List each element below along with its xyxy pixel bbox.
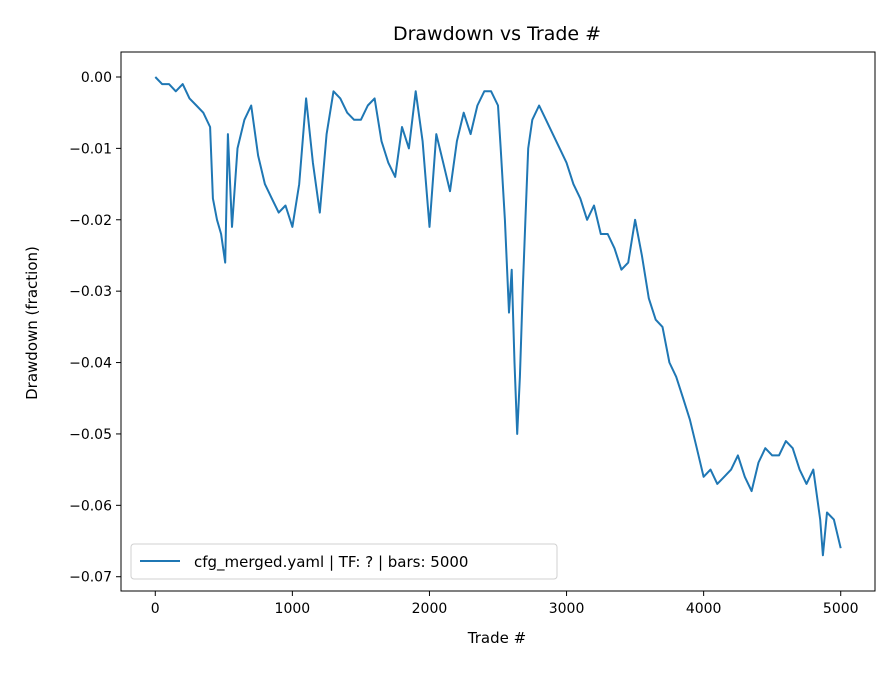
chart-title: Drawdown vs Trade # [393, 23, 601, 45]
x-tick-label: 2000 [412, 601, 448, 617]
y-tick-label: −0.06 [69, 498, 112, 514]
x-tick-label: 5000 [823, 601, 859, 617]
y-tick-label: −0.02 [69, 213, 112, 229]
series-line-0 [154, 76, 842, 557]
y-tick-label: −0.04 [69, 356, 112, 372]
y-tick-label: −0.07 [69, 570, 112, 586]
y-axis-label: Drawdown (fraction) [23, 246, 41, 400]
legend-label: cfg_merged.yaml | TF: ? | bars: 5000 [194, 553, 468, 572]
y-tick-label: −0.01 [69, 141, 112, 157]
axes-frame [120, 51, 876, 592]
legend: cfg_merged.yaml | TF: ? | bars: 5000 [130, 543, 558, 580]
x-tick-label: 4000 [686, 601, 722, 617]
y-tick-label: 0.00 [81, 70, 112, 86]
plot-area [154, 76, 842, 557]
x-tick-label: 3000 [549, 601, 585, 617]
x-tick-label: 1000 [275, 601, 311, 617]
x-axis-label: Trade # [467, 629, 526, 647]
legend-box [130, 543, 558, 580]
y-tick-label: −0.03 [69, 284, 112, 300]
y-tick-label: −0.05 [69, 427, 112, 443]
x-tick-label: 0 [151, 601, 160, 617]
axes: 0 1000 2000 3000 4000 5000 0.00 −0.01 −0.02 −0.03… [69, 51, 876, 617]
